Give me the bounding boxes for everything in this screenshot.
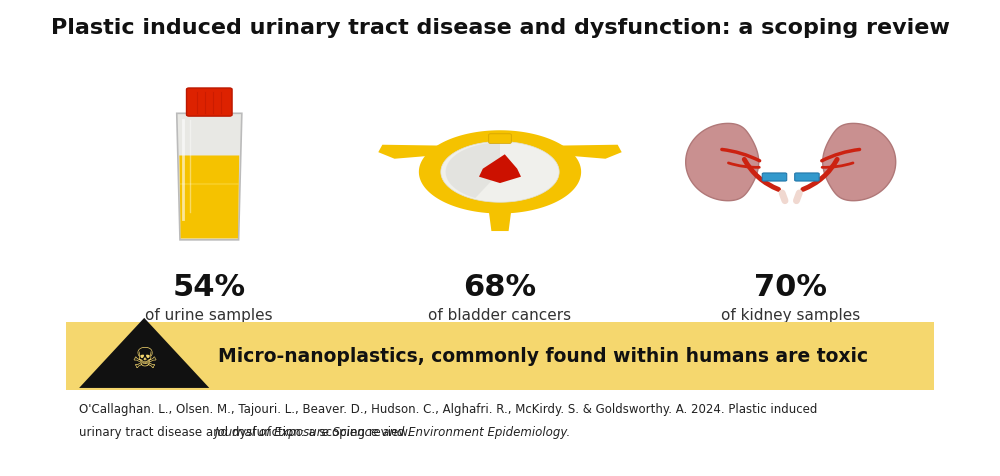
- FancyBboxPatch shape: [762, 174, 787, 182]
- Text: Micro-nanoplastics, commonly found within humans are toxic: Micro-nanoplastics, commonly found withi…: [218, 347, 868, 366]
- Polygon shape: [419, 131, 581, 214]
- Text: 70%: 70%: [754, 273, 827, 302]
- Text: 68%: 68%: [463, 273, 537, 302]
- FancyBboxPatch shape: [489, 135, 511, 144]
- Polygon shape: [823, 124, 896, 201]
- Text: O'Callaghan. L., Olsen. M., Tajouri. L., Beaver. D., Hudson. C., Alghafri. R., M: O'Callaghan. L., Olsen. M., Tajouri. L.,…: [79, 402, 817, 415]
- Polygon shape: [179, 156, 239, 239]
- Text: urinary tract disease and dysfunction: a scoping review.: urinary tract disease and dysfunction: a…: [79, 426, 414, 438]
- Polygon shape: [79, 318, 209, 388]
- Text: of bladder cancers: of bladder cancers: [428, 307, 572, 323]
- FancyBboxPatch shape: [187, 89, 232, 117]
- FancyBboxPatch shape: [66, 322, 934, 390]
- Polygon shape: [553, 145, 622, 159]
- Text: Journal of Exposure Science and Environment Epidemiology.: Journal of Exposure Science and Environm…: [215, 426, 572, 438]
- Polygon shape: [686, 124, 759, 201]
- Text: 54%: 54%: [173, 273, 246, 302]
- Polygon shape: [446, 143, 500, 198]
- Polygon shape: [177, 114, 242, 240]
- Text: of kidney samples: of kidney samples: [721, 307, 860, 323]
- Polygon shape: [479, 155, 521, 184]
- Text: Plastic induced urinary tract disease and dysfunction: a scoping review: Plastic induced urinary tract disease an…: [51, 18, 949, 38]
- Text: of urine samples: of urine samples: [145, 307, 273, 323]
- Polygon shape: [378, 145, 447, 159]
- Polygon shape: [441, 142, 559, 203]
- FancyBboxPatch shape: [795, 174, 819, 182]
- Polygon shape: [489, 210, 511, 231]
- Text: ☠: ☠: [131, 346, 157, 374]
